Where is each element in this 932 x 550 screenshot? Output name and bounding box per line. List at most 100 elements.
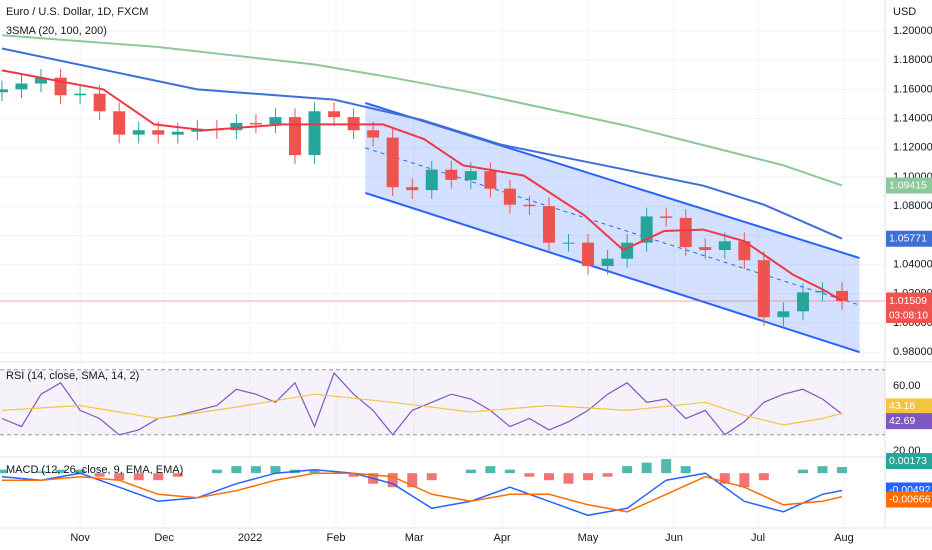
line [1,47,843,240]
histogram-bar [211,469,222,474]
candle-body [445,169,458,180]
candle-body [464,171,477,180]
x-tick-label: Nov [70,532,90,544]
candle-body [367,130,380,138]
series-last-value: 1.09415 [889,179,927,191]
histogram-last-value-bg [886,453,932,470]
histogram-bar [524,473,535,477]
series-last-value-bg [886,398,932,415]
candle-body [757,260,770,318]
candle-body [699,247,712,250]
x-tick-label: Dec [154,532,174,544]
histogram-bar [153,473,164,481]
candle-body [523,204,536,207]
histogram-bar [426,473,437,481]
histogram-bar [407,473,418,488]
histogram-bar [563,473,574,484]
histogram-bar [543,473,554,481]
countdown: 03:08:10 [889,311,928,322]
series-last-value: 43.16 [889,400,915,412]
y-tick-label: 1.16000 [893,83,932,95]
histogram-bar [602,473,613,477]
histogram-bar [485,466,496,474]
countdown-bg [886,308,932,323]
histogram-bar [172,473,183,477]
histogram-bar [622,466,633,474]
candle-body [269,117,282,125]
histogram-bar [797,469,808,474]
histogram-bar [661,459,672,474]
histogram-bar [250,466,261,474]
candle-body [542,206,555,243]
series-last-value: 42.69 [889,415,915,427]
histogram-bar [231,466,242,474]
histogram-bar [75,469,86,474]
candle-body [171,131,184,135]
histogram-bar [0,469,7,474]
candle-body [308,111,321,156]
candle-body [601,258,614,267]
candle-body [328,111,341,118]
histogram-bar [36,471,47,474]
histogram-bar [309,469,320,474]
candle-body [562,242,575,244]
histogram-last-value: 0.00173 [889,455,927,467]
histogram-bar [817,466,828,474]
histogram-bar [465,469,476,474]
series-last-value: 1.05771 [889,233,927,245]
histogram-bar [55,469,66,474]
candle-body [640,216,653,243]
candle-body [718,241,731,250]
line [1,393,843,426]
y-tick-label: 60.00 [893,380,921,392]
line [1,34,843,187]
x-tick-label: Apr [494,532,511,544]
x-tick-label: 2022 [238,532,262,544]
candle-body [132,130,145,135]
candle-body [503,188,516,205]
histogram-bar [387,473,398,488]
channel-area [365,102,860,353]
line [1,468,843,517]
candle-body [836,290,849,301]
histogram-bar [583,473,594,481]
candle-body [816,290,829,293]
line [2,472,843,513]
indicator-title: MACD (12, 26, close, 9, EMA, EMA) [6,464,183,476]
histogram-bar [837,467,848,474]
histogram-bar [348,473,359,477]
last-price-bg [886,292,932,309]
candle-body [54,77,67,96]
x-tick-label: Aug [834,532,854,544]
series-last-value: -0.00666 [889,493,931,505]
candle-body [0,89,8,93]
x-tick-label: Mar [405,532,424,544]
x-tick-label: May [578,532,599,544]
candle-body [679,217,692,248]
y-tick-label: 1.12000 [893,142,932,154]
y-tick-label: 1.18000 [893,54,932,66]
candle-body [386,137,399,188]
series-last-value-bg [886,491,932,508]
candle-body [777,311,790,318]
y-tick-label: 1.20000 [893,25,932,37]
histogram-bar [680,466,691,474]
candle-body [152,130,165,135]
candle-body [113,111,126,135]
candle-body [796,292,809,312]
line [1,69,843,302]
series-last-value-bg [886,177,932,194]
y-tick-label: 1.04000 [893,259,932,271]
histogram-bar [641,462,652,474]
candle-body [35,77,48,84]
histogram-bar [94,473,105,477]
candle-body [15,83,28,90]
x-tick-label: Feb [327,532,346,544]
candle-body [249,122,262,125]
candle-body [738,241,751,261]
rsi-band [0,369,885,435]
candle-body [406,187,419,191]
candle-body [425,169,438,191]
candle-body [582,242,595,267]
